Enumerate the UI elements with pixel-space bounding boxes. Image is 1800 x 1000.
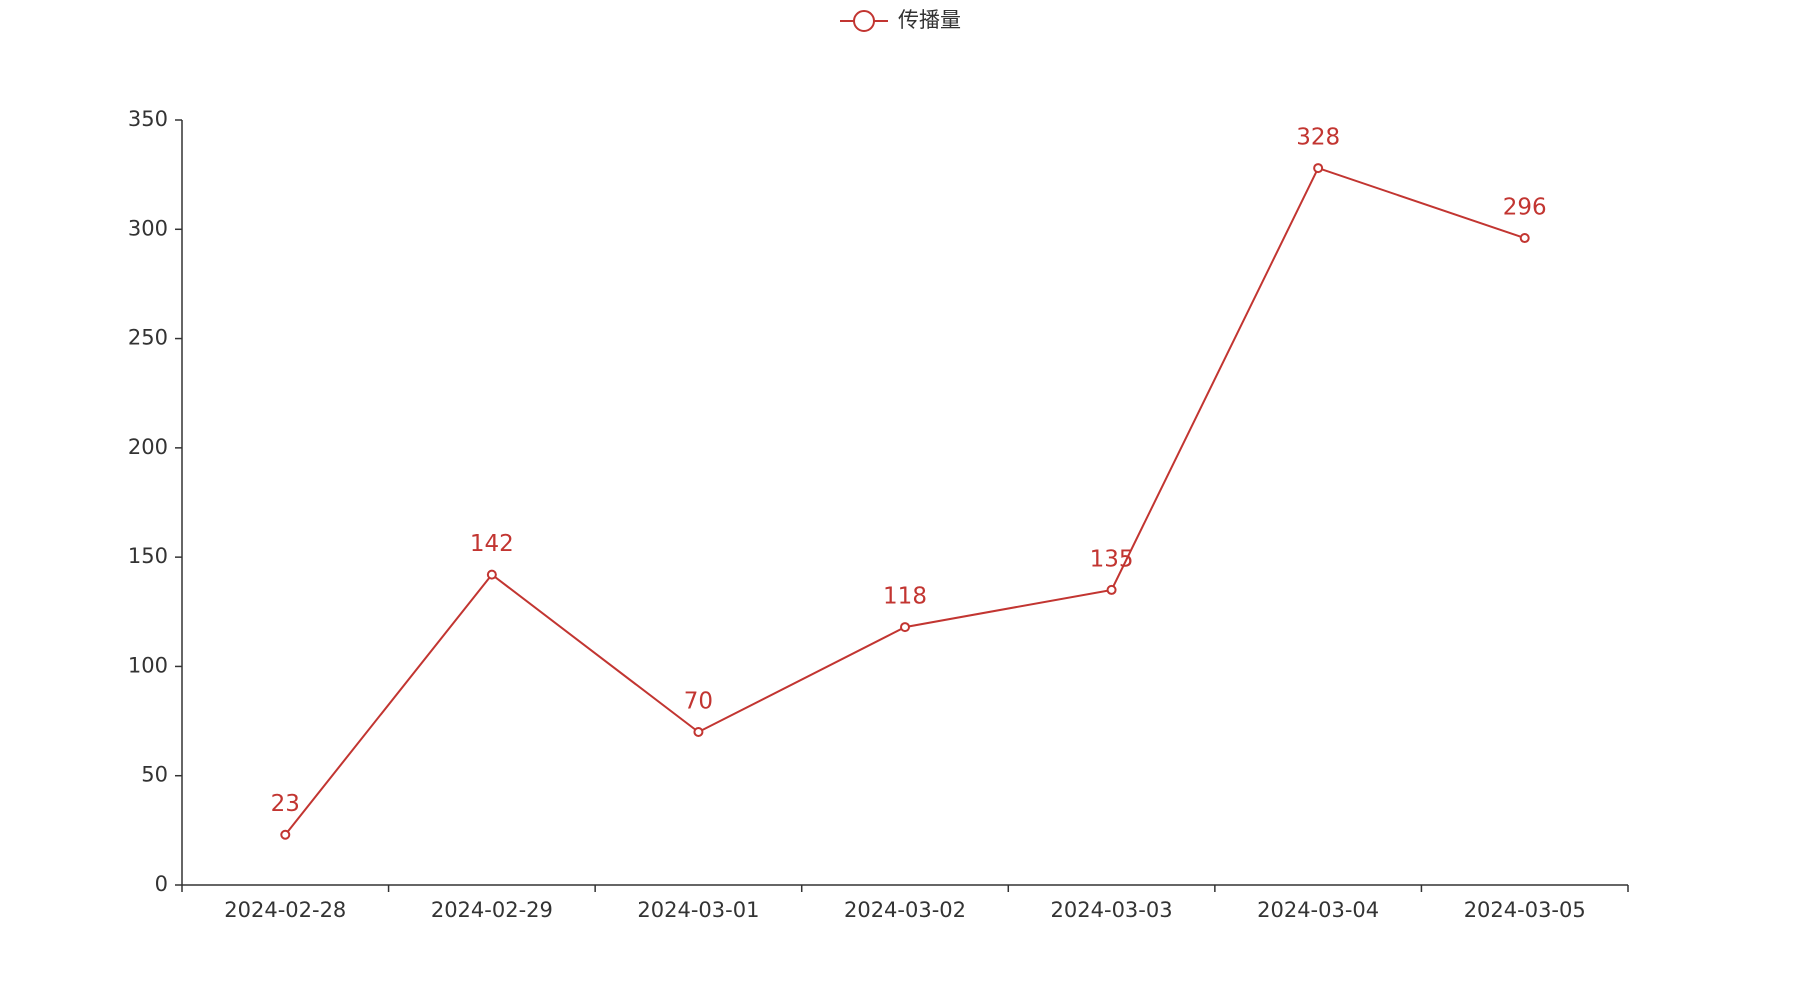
point [693,727,704,737]
point [1519,233,1530,244]
data-label: 142 [470,531,514,557]
x-tick-label: 2024-02-28 [224,898,346,922]
legend-marker [853,10,875,32]
data-label: 328 [1296,125,1340,151]
y-tick-label: 200 [128,435,168,459]
x-tick-label: 2024-02-29 [431,898,553,922]
legend: 传播量 [840,8,961,32]
point [280,829,291,840]
y-tick-label: 350 [128,107,168,131]
point [1313,163,1324,174]
data-label: 23 [271,791,300,817]
x-tick-label: 2024-03-04 [1257,898,1379,922]
point [900,622,910,633]
data-label: 70 [684,689,713,715]
legend-label: 传播量 [898,8,961,32]
x-tick-label: 2024-03-05 [1464,898,1586,922]
y-tick-label: 50 [141,763,168,787]
y-tick-label: 300 [128,216,168,240]
point [1106,584,1117,595]
y-tick-label: 0 [155,872,168,896]
data-label: 296 [1503,195,1547,221]
data-label: 135 [1090,546,1134,572]
y-tick-label: 150 [128,544,168,568]
x-tick-label: 2024-03-02 [844,898,966,922]
y-tick-label: 100 [128,653,168,677]
line [284,166,1526,836]
x-tick-label: 2024-03-01 [637,898,759,922]
data-label: 118 [883,584,927,610]
x-tick-label: 2024-03-03 [1051,898,1173,922]
y-tick-label: 250 [128,326,168,350]
point [486,569,497,580]
